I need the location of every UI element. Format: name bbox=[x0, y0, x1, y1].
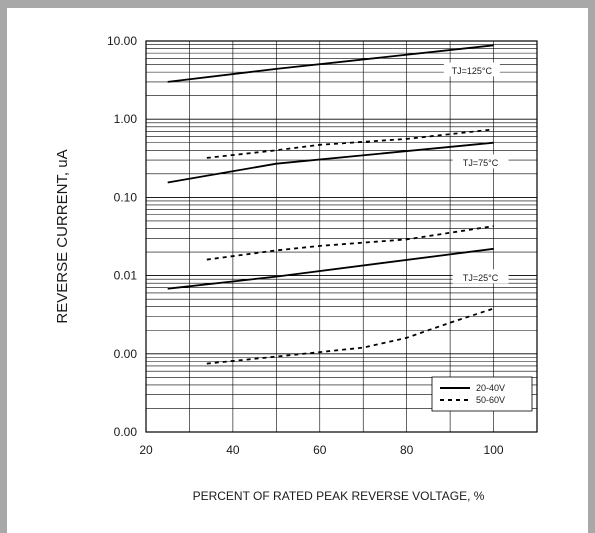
legend-label: 50-60V bbox=[476, 395, 505, 405]
series-line-5 bbox=[167, 247, 494, 290]
annotation-label: TJ=125°C bbox=[452, 66, 493, 76]
y-tick-label: 0.10 bbox=[114, 190, 138, 204]
x-tick-label: 60 bbox=[313, 443, 327, 457]
series-line-1 bbox=[167, 44, 494, 83]
plot-border bbox=[145, 40, 538, 433]
y-tick-label: 0.00 bbox=[114, 347, 138, 361]
x-tick-label: 80 bbox=[400, 443, 414, 457]
reverse-current-chart: TJ=125°C TJ=75°C TJ=25°C 20-40V 50-60V 20 40 60… bbox=[54, 34, 538, 503]
series-line-3 bbox=[167, 141, 494, 184]
series-line-2 bbox=[206, 128, 494, 159]
annotation-label: TJ=25°C bbox=[463, 273, 499, 283]
x-tick-label: 20 bbox=[139, 443, 153, 457]
plot-area bbox=[146, 41, 537, 432]
annotation-background bbox=[443, 62, 500, 77]
y-tick-label: 0.01 bbox=[114, 269, 138, 283]
legend-label: 20-40V bbox=[476, 383, 505, 393]
y-axis-label: REVERSE CURRENT, uA bbox=[54, 149, 71, 323]
legend-box bbox=[431, 376, 533, 412]
annotation-label: TJ=75°C bbox=[463, 158, 499, 168]
y-tick-label: 0.00 bbox=[114, 425, 138, 439]
x-tick-label: 40 bbox=[226, 443, 240, 457]
series-line-4 bbox=[206, 225, 494, 261]
annotation-background bbox=[452, 154, 509, 169]
annotation-background bbox=[452, 269, 509, 284]
y-tick-label: 10.00 bbox=[107, 34, 137, 48]
x-axis-label: PERCENT OF RATED PEAK REVERSE VOLTAGE, % bbox=[193, 489, 485, 503]
y-tick-label: 1.00 bbox=[114, 112, 138, 126]
x-tick-label: 100 bbox=[484, 443, 504, 457]
